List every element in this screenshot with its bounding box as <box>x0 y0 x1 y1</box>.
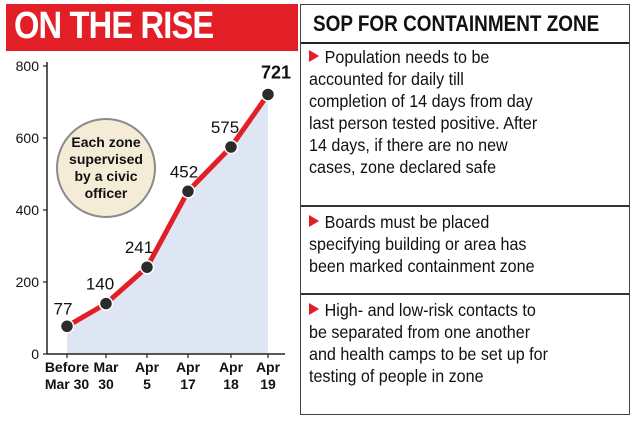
data-point <box>180 184 196 199</box>
x-tick-label: Apr 18 <box>219 359 244 392</box>
y-tick-label: 600 <box>16 130 40 146</box>
data-point <box>260 87 276 102</box>
x-tick-label-line: Apr <box>219 359 244 375</box>
sop-divider <box>301 293 629 295</box>
sop-line: testing of people in zone <box>309 366 484 386</box>
sop-line: 14 days, if there are no new <box>309 135 508 155</box>
sop-title-rule <box>301 42 629 44</box>
series-line <box>64 91 271 329</box>
sop-line: Population needs to be <box>324 47 490 67</box>
sop-item-3: High- and low-risk contacts to be separa… <box>309 299 623 387</box>
data-point <box>223 139 239 155</box>
area-fill <box>67 94 268 354</box>
x-tick-label: Apr 17 <box>176 359 201 392</box>
sop-divider <box>301 205 629 207</box>
sop-panel: SOP FOR CONTAINMENT ZONE Population need… <box>300 4 630 415</box>
x-tick-label-line: 19 <box>260 376 276 392</box>
data-label: 452 <box>170 162 198 181</box>
x-tick-label-line: 17 <box>180 376 196 392</box>
x-tick-label: Mar 30 <box>94 359 119 392</box>
y-tick-label: 400 <box>16 202 40 218</box>
cases-chart: 0 200 400 600 800 Before Mar 30 Mar 30 Apr 5 Apr 17 A… <box>0 52 300 417</box>
data-label: 77 <box>54 299 73 318</box>
x-tick-label-line: Apr <box>256 359 281 375</box>
x-tick-label-line: 5 <box>143 376 151 392</box>
sop-line: cases, zone declared safe <box>309 157 497 177</box>
x-tick-label: Apr 19 <box>256 359 281 392</box>
x-tick-label-line: Apr <box>176 359 201 375</box>
sop-line: High- and low-risk contacts to <box>324 300 536 320</box>
header-rule <box>6 48 298 51</box>
x-tick-label-line: Apr <box>135 359 160 375</box>
sop-line: specifying building or area has <box>309 234 527 254</box>
data-point <box>59 319 75 334</box>
sop-line: completion of 14 days from day <box>309 91 533 111</box>
callout-bubble: Each zone supervised by a civic officer <box>56 118 156 218</box>
x-tick-label-line: 18 <box>223 376 239 392</box>
x-tick-label: Before Mar 30 <box>45 359 90 392</box>
x-tick-label: Apr 5 <box>135 359 160 392</box>
y-tick-label: 800 <box>16 58 40 74</box>
sop-item-1-text: Population needs to be accounted for dai… <box>309 46 622 178</box>
data-label: 721 <box>261 62 291 82</box>
data-point <box>98 296 114 311</box>
chart-title: ON THE RISE <box>14 5 214 47</box>
callout-text: Each zone supervised by a civic officer <box>69 134 143 201</box>
sop-line: and health camps to be set up for <box>309 344 548 364</box>
arrow-bullet-icon <box>309 215 320 227</box>
x-tick-label-line: Mar <box>94 359 119 375</box>
sop-item-2-text: Boards must be placed specifying buildin… <box>309 211 622 277</box>
sop-title: SOP FOR CONTAINMENT ZONE <box>313 11 600 36</box>
chart-header: ON THE RISE <box>6 4 298 48</box>
sop-item-3-text: High- and low-risk contacts to be separa… <box>309 299 622 387</box>
x-tick-label-line: Mar 30 <box>45 376 90 392</box>
sop-line: been marked containment zone <box>309 256 535 276</box>
y-tick-label: 200 <box>16 274 40 290</box>
x-tick-label-line: Before <box>45 359 90 375</box>
data-point <box>139 259 155 275</box>
arrow-bullet-icon <box>309 303 320 315</box>
sop-item-2: Boards must be placed specifying buildin… <box>309 211 623 277</box>
data-label: 140 <box>86 275 114 294</box>
sop-line: Boards must be placed <box>324 212 490 232</box>
y-tick-label: 0 <box>31 346 39 362</box>
arrow-bullet-icon <box>309 50 320 62</box>
sop-line: accounted for daily till <box>309 69 464 89</box>
sop-item-1: Population needs to be accounted for dai… <box>309 46 623 178</box>
data-label: 575 <box>211 118 239 137</box>
x-tick-label-line: 30 <box>98 376 114 392</box>
sop-line: be separated from one another <box>309 322 531 342</box>
data-label: 241 <box>125 238 153 257</box>
sop-line: last person tested positive. After <box>309 113 538 133</box>
